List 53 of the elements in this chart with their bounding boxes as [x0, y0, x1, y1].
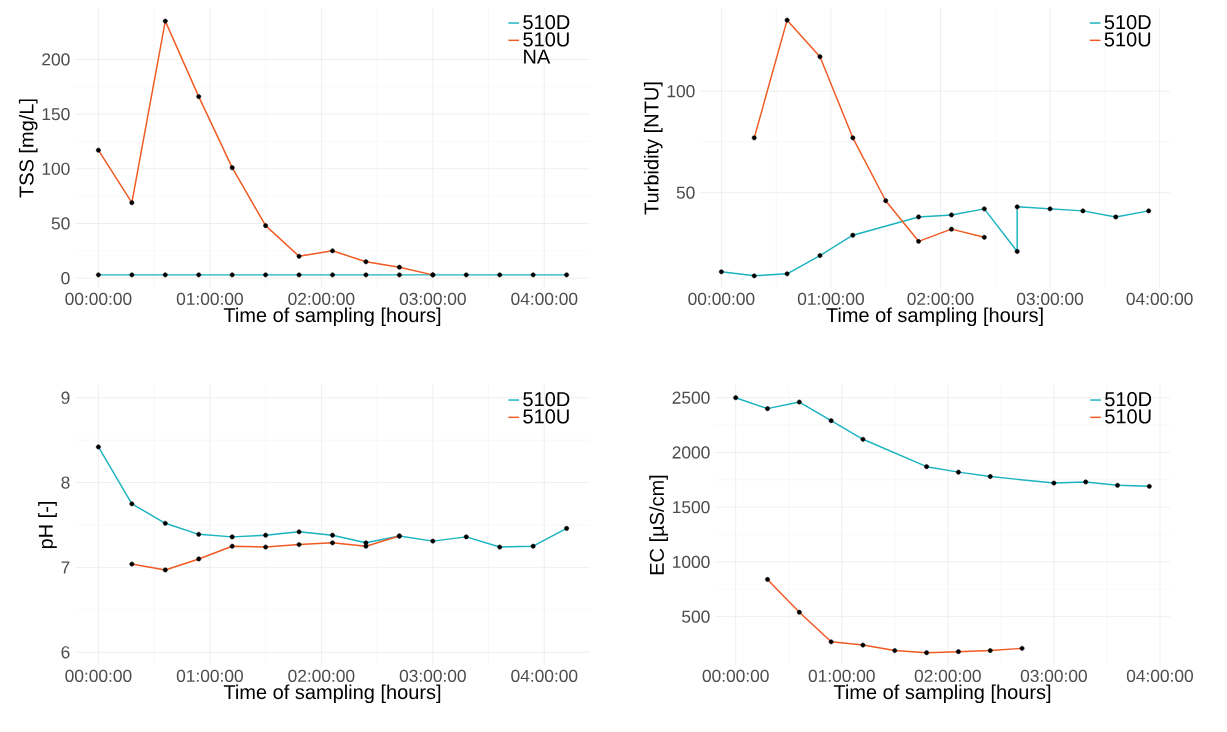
- y-tick-label: 50: [676, 186, 695, 199]
- y-tick-label: 150: [42, 107, 70, 121]
- x-tick-label: 04:00:00: [1126, 669, 1193, 682]
- y-tick-label: 1000: [673, 555, 710, 569]
- y-tick-label: 1500: [673, 501, 710, 514]
- y-tick-label: 9: [61, 391, 70, 404]
- y-tick-label: 200: [42, 53, 70, 66]
- x-tick-label: 04:00:00: [511, 292, 578, 305]
- x-axis-title: Time of sampling [hours]: [223, 307, 441, 327]
- x-tick-label: 02:00:00: [914, 669, 981, 682]
- x-tick-label: 02:00:00: [288, 669, 355, 682]
- x-tick-label: 01:00:00: [176, 669, 243, 682]
- y-axis-title: Turbidity [NTU]: [643, 82, 663, 215]
- x-tick-label: 03:00:00: [399, 292, 466, 305]
- y-axis-title: TSS [mg/L]: [18, 99, 38, 198]
- y-tick-label: 6: [61, 646, 70, 659]
- y-tick-label: 8: [61, 476, 70, 489]
- legend-label: 510D: [523, 392, 570, 407]
- x-tick-label: 02:00:00: [907, 292, 974, 305]
- x-tick-label: 04:00:00: [511, 669, 578, 682]
- x-axis-title: Time of sampling [hours]: [833, 684, 1051, 704]
- y-tick-label: 100: [42, 162, 70, 175]
- x-tick-label: 04:00:00: [1126, 292, 1193, 305]
- legend-label: 510U: [523, 32, 569, 47]
- x-tick-label: 03:00:00: [399, 669, 466, 682]
- x-tick-label: 01:00:00: [176, 292, 243, 305]
- y-tick-label: 0: [61, 272, 70, 285]
- y-axis-title: EC [µS/cm]: [649, 475, 668, 575]
- y-tick-label: 7: [61, 561, 70, 574]
- x-tick-label: 03:00:00: [1016, 292, 1084, 305]
- legend-label: 510U: [1105, 409, 1151, 424]
- x-tick-label: 00:00:00: [702, 669, 769, 682]
- x-tick-label: 00:00:00: [65, 292, 132, 305]
- x-tick-label: 00:00:00: [65, 669, 132, 682]
- y-tick-label: 100: [667, 85, 695, 98]
- x-axis-title: Time of sampling [hours]: [223, 684, 441, 704]
- x-tick-label: 03:00:00: [1020, 669, 1087, 682]
- x-tick-label: 02:00:00: [288, 292, 355, 305]
- y-axis-title: pH [-]: [38, 502, 57, 549]
- legend-label: 510D: [1105, 392, 1152, 407]
- legend-label: 510D: [1104, 15, 1151, 30]
- x-tick-label: 00:00:00: [688, 292, 755, 305]
- x-axis-title: Time of sampling [hours]: [826, 307, 1043, 327]
- y-tick-label: 50: [51, 217, 70, 230]
- y-tick-label: 500: [682, 610, 710, 623]
- legend-label: 510U: [1104, 32, 1151, 47]
- x-tick-label: 01:00:00: [797, 292, 864, 305]
- x-tick-label: 01:00:00: [808, 669, 875, 682]
- y-tick-label: 2000: [672, 446, 710, 459]
- legend-label: 510D: [523, 15, 570, 30]
- annotation: NA: [524, 49, 551, 64]
- y-tick-label: 2500: [672, 391, 710, 404]
- legend-label: 510U: [523, 409, 569, 424]
